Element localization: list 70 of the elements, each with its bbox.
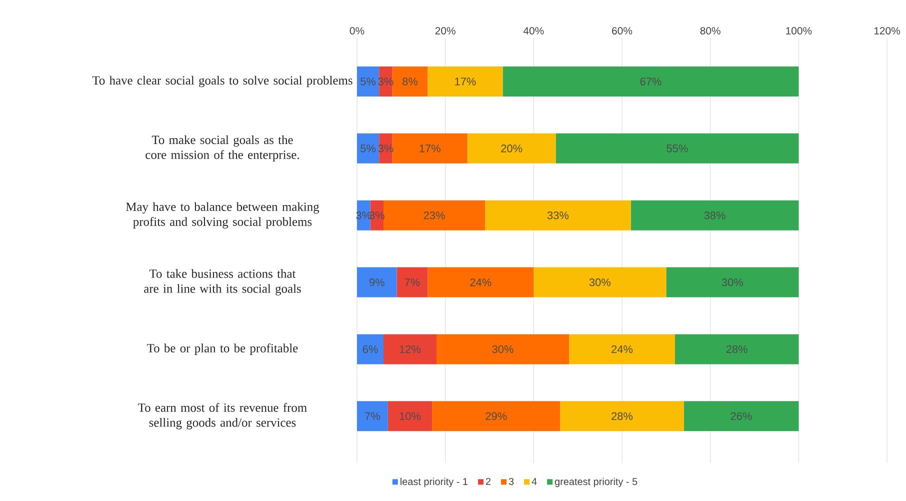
data-label: 5% bbox=[360, 78, 376, 86]
bar bbox=[467, 133, 556, 164]
bar bbox=[357, 401, 388, 432]
data-label: 38% bbox=[704, 211, 726, 220]
bar bbox=[384, 334, 437, 364]
data-label: 23% bbox=[424, 211, 445, 220]
bar bbox=[502, 66, 799, 97]
bar bbox=[684, 401, 799, 432]
bar bbox=[384, 200, 486, 230]
x-tick-label: 0% bbox=[350, 27, 364, 34]
data-label: 55% bbox=[666, 144, 688, 152]
x-tick-label: 20% bbox=[435, 27, 456, 34]
data-label: 6% bbox=[362, 345, 378, 354]
data-label: 26% bbox=[730, 412, 752, 420]
data-label: 28% bbox=[726, 345, 748, 354]
bar bbox=[432, 401, 560, 432]
data-label: 28% bbox=[612, 412, 633, 420]
x-tick-label: 60% bbox=[612, 27, 632, 34]
data-label: 30% bbox=[722, 278, 743, 286]
bar bbox=[388, 401, 432, 432]
data-label: 17% bbox=[420, 144, 440, 152]
data-label: 33% bbox=[547, 211, 569, 220]
data-label: 24% bbox=[470, 278, 492, 286]
y-tick-label: To take business actions that are in line with its social goals bbox=[144, 269, 301, 296]
x-tick-label: 40% bbox=[523, 27, 544, 34]
y-tick-label: To be or plan to be profitable bbox=[147, 344, 298, 355]
data-label: 10% bbox=[400, 412, 421, 420]
data-label: 12% bbox=[400, 345, 421, 354]
bar bbox=[396, 267, 428, 298]
data-label: 8% bbox=[402, 78, 418, 86]
bar bbox=[675, 334, 799, 364]
data-label: 24% bbox=[612, 345, 633, 354]
bar bbox=[357, 267, 397, 298]
legend-label: least priority - 1 bbox=[400, 478, 468, 488]
bar bbox=[392, 133, 468, 164]
x-tick-label: 80% bbox=[700, 27, 720, 34]
data-label: 7% bbox=[365, 412, 380, 420]
bar bbox=[666, 267, 799, 298]
data-label: 9% bbox=[369, 278, 384, 286]
bar bbox=[357, 334, 384, 364]
bar bbox=[357, 133, 380, 164]
bar bbox=[560, 401, 684, 432]
legend-label: 4 bbox=[532, 478, 537, 485]
x-tick-label: 100% bbox=[786, 27, 812, 34]
bar bbox=[428, 66, 503, 97]
legend-label: 3 bbox=[508, 478, 514, 485]
legend-label: 2 bbox=[486, 478, 491, 485]
data-label: 7% bbox=[404, 278, 420, 286]
y-tick-label: To have clear social goals to solve social problems bbox=[92, 76, 352, 88]
y-tick-label: To earn most of its revenue from selling goods and/or services bbox=[138, 402, 307, 430]
bar bbox=[630, 200, 799, 230]
bar bbox=[392, 66, 428, 97]
data-label: 20% bbox=[501, 144, 522, 152]
bar bbox=[357, 66, 380, 97]
data-label: 5% bbox=[360, 144, 376, 152]
data-label: 67% bbox=[640, 78, 662, 86]
x-tick-label: 120% bbox=[874, 27, 900, 34]
data-label: 17% bbox=[455, 78, 476, 86]
bar bbox=[485, 200, 631, 230]
bar bbox=[569, 334, 676, 364]
y-tick-label: May have to balance between making profits and solving social problems bbox=[126, 202, 320, 228]
y-tick-label: To make social goals as the core mission of the enterprise. bbox=[146, 135, 299, 162]
data-label: 29% bbox=[486, 412, 507, 420]
bar bbox=[428, 267, 534, 298]
bar bbox=[534, 267, 666, 298]
data-label: 30% bbox=[492, 345, 514, 354]
bar bbox=[436, 334, 570, 364]
data-label: 30% bbox=[589, 278, 610, 286]
bar bbox=[556, 133, 799, 164]
legend-label: greatest priority - 5 bbox=[554, 478, 638, 488]
